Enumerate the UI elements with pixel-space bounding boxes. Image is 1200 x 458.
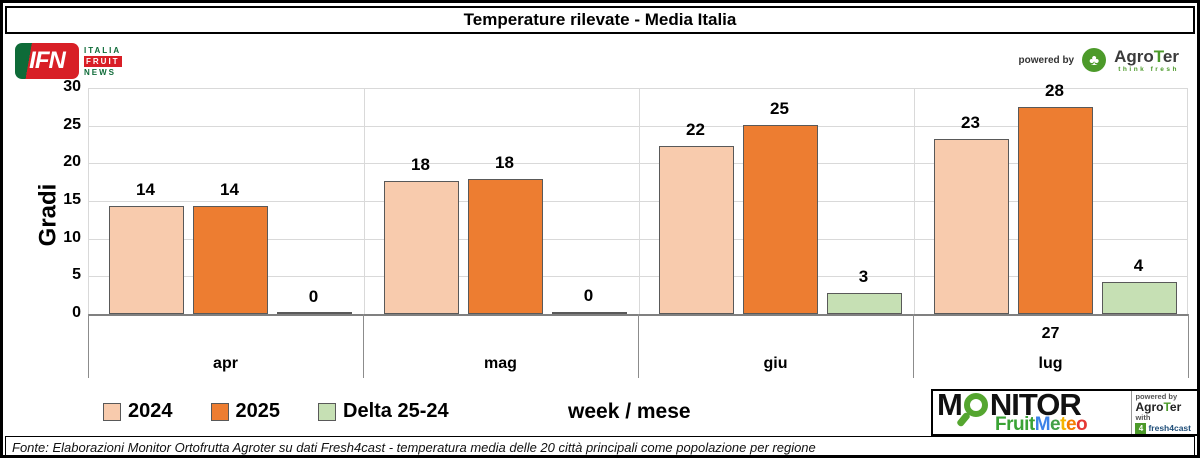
legend-swatch-delta xyxy=(318,402,336,421)
fresh4cast-logo: 4 fresh4cast xyxy=(1135,422,1194,434)
meteo-letter: o xyxy=(1076,414,1088,435)
meteo-letter: M xyxy=(1034,414,1051,435)
legend-swatch-2024 xyxy=(103,402,121,421)
fresh4cast-icon: 4 xyxy=(1135,422,1147,434)
bar-2025-lug xyxy=(1018,106,1093,314)
bar-delta-25-24-apr xyxy=(277,312,352,314)
legend-swatch-2025 xyxy=(210,402,229,421)
y-tick-label: 20 xyxy=(63,153,81,171)
bar-value-label: 0 xyxy=(583,286,594,306)
meteo-letter: e xyxy=(1050,414,1061,435)
monitor-wordmark: M NITOR FruitMeteo xyxy=(933,387,1131,435)
category-label-giu: giu xyxy=(763,355,788,372)
category-separator xyxy=(914,88,915,314)
bar-delta-25-24-mag xyxy=(552,312,627,314)
bar-value-label: 23 xyxy=(961,113,980,133)
y-tick-label: 15 xyxy=(63,191,81,208)
monitor-powered-by-block: powered by AgroTer with 4 fresh4cast xyxy=(1131,391,1197,434)
category-label-lug: lug xyxy=(1038,355,1063,372)
gridline xyxy=(89,88,1187,89)
bar-value-label: 3 xyxy=(858,266,869,286)
gridline xyxy=(89,276,1187,278)
legend-label-2024: 2024 xyxy=(128,400,173,422)
bar-value-label: 28 xyxy=(1045,80,1064,100)
ifn-logo-text: ITALIA FRUIT NEWS xyxy=(84,46,122,77)
ifn-logo: IFN ITALIA FRUIT NEWS xyxy=(15,43,122,79)
category-label-mag: mag xyxy=(484,355,517,372)
bar-2025-giu xyxy=(743,124,818,314)
bar-2025-apr xyxy=(193,205,268,314)
week-number-label: 27 xyxy=(1041,325,1060,342)
chart-area: Gradi 0 5 10 15 20 25 30 14 14 0 apr 18 18 0 mag 22 25 3 g… xyxy=(3,3,1197,455)
category-tick xyxy=(913,314,914,378)
chart-title-bar: Temperature rilevate - Media Italia xyxy=(5,6,1195,34)
bar-value-label: 14 xyxy=(136,180,155,200)
category-label-apr: apr xyxy=(213,355,238,372)
category-separator xyxy=(639,88,640,314)
bar-2024-mag xyxy=(384,180,459,314)
agroter-tree-icon: ♣ xyxy=(1082,48,1107,72)
bar-delta-25-24-giu xyxy=(827,292,902,314)
category-separator xyxy=(364,88,365,314)
monitor-agroter-name: AgroTer xyxy=(1135,399,1182,414)
gridline xyxy=(89,125,1187,127)
source-text: Fonte: Elaborazioni Monitor Ortofrutta A… xyxy=(12,439,816,455)
y-tick-label: 0 xyxy=(72,304,81,321)
bar-2024-apr xyxy=(109,206,184,314)
bar-value-label: 14 xyxy=(220,179,239,199)
bar-2025-mag xyxy=(468,179,543,314)
monitor-fruitmeteo-logo: M NITOR FruitMeteo powered by AgroTer wit… xyxy=(931,387,1197,436)
powered-by-label: powered by xyxy=(1018,54,1075,66)
magnifier-icon xyxy=(955,392,989,428)
source-bar: Fonte: Elaborazioni Monitor Ortofrutta A… xyxy=(5,436,1195,455)
ifn-news-label: NEWS xyxy=(84,67,116,77)
agroter-wordmark: AgroTer think fresh xyxy=(1114,47,1179,73)
legend-item-delta: Delta 25-24 xyxy=(318,400,449,423)
bar-delta-25-24-lug xyxy=(1102,282,1177,314)
monitor-with-label: with xyxy=(1135,412,1151,422)
fresh4cast-label: fresh4cast xyxy=(1148,423,1191,433)
ifn-acronym: IFN xyxy=(29,47,66,74)
meteo-letter: e xyxy=(1065,414,1077,435)
bar-value-label: 18 xyxy=(411,154,430,174)
ifn-italia-label: ITALIA xyxy=(84,45,122,55)
bar-value-label: 25 xyxy=(770,98,789,118)
legend: 2024 2025 Delta 25-24 xyxy=(103,400,449,423)
bar-value-label: 4 xyxy=(1133,256,1144,276)
category-tick xyxy=(363,314,364,378)
powered-by-agroter: powered by ♣ AgroTer think fresh xyxy=(1019,47,1179,73)
legend-label-2025: 2025 xyxy=(235,400,281,422)
monitor-text: M NITOR xyxy=(937,387,1082,428)
fruitmeteo-text: FruitMeteo xyxy=(995,414,1088,435)
chart-title: Temperature rilevate - Media Italia xyxy=(463,10,737,29)
agroter-name: AgroTer xyxy=(1114,47,1179,66)
y-tick-label: 5 xyxy=(72,266,81,284)
gridline xyxy=(89,163,1187,165)
category-tick xyxy=(638,314,639,378)
category-tick xyxy=(88,314,89,378)
gridline xyxy=(89,238,1187,240)
bar-value-label: 0 xyxy=(308,287,319,306)
agroter-tagline: think fresh xyxy=(1118,66,1179,73)
y-tick-label: 30 xyxy=(63,78,81,95)
bar-2024-giu xyxy=(659,146,734,314)
category-tick xyxy=(1188,314,1189,378)
ifn-fruit-label: FRUIT xyxy=(84,55,122,67)
plot-area xyxy=(88,88,1188,314)
x-axis-title: week / mese xyxy=(568,400,691,423)
bar-2024-lug xyxy=(934,139,1009,314)
bar-value-label: 18 xyxy=(495,153,514,173)
y-tick-label: 10 xyxy=(63,228,81,246)
legend-item-2024: 2024 xyxy=(103,400,173,423)
bar-value-label: 22 xyxy=(686,120,705,139)
monitor-powered-by-label: powered by xyxy=(1135,391,1178,401)
legend-item-2025: 2025 xyxy=(210,400,281,423)
legend-label-delta: Delta 25-24 xyxy=(343,400,449,422)
gridline xyxy=(89,201,1187,202)
meteo-letter: t xyxy=(1060,414,1066,435)
ifn-logo-icon: IFN xyxy=(15,43,79,79)
y-tick-label: 25 xyxy=(63,115,81,133)
